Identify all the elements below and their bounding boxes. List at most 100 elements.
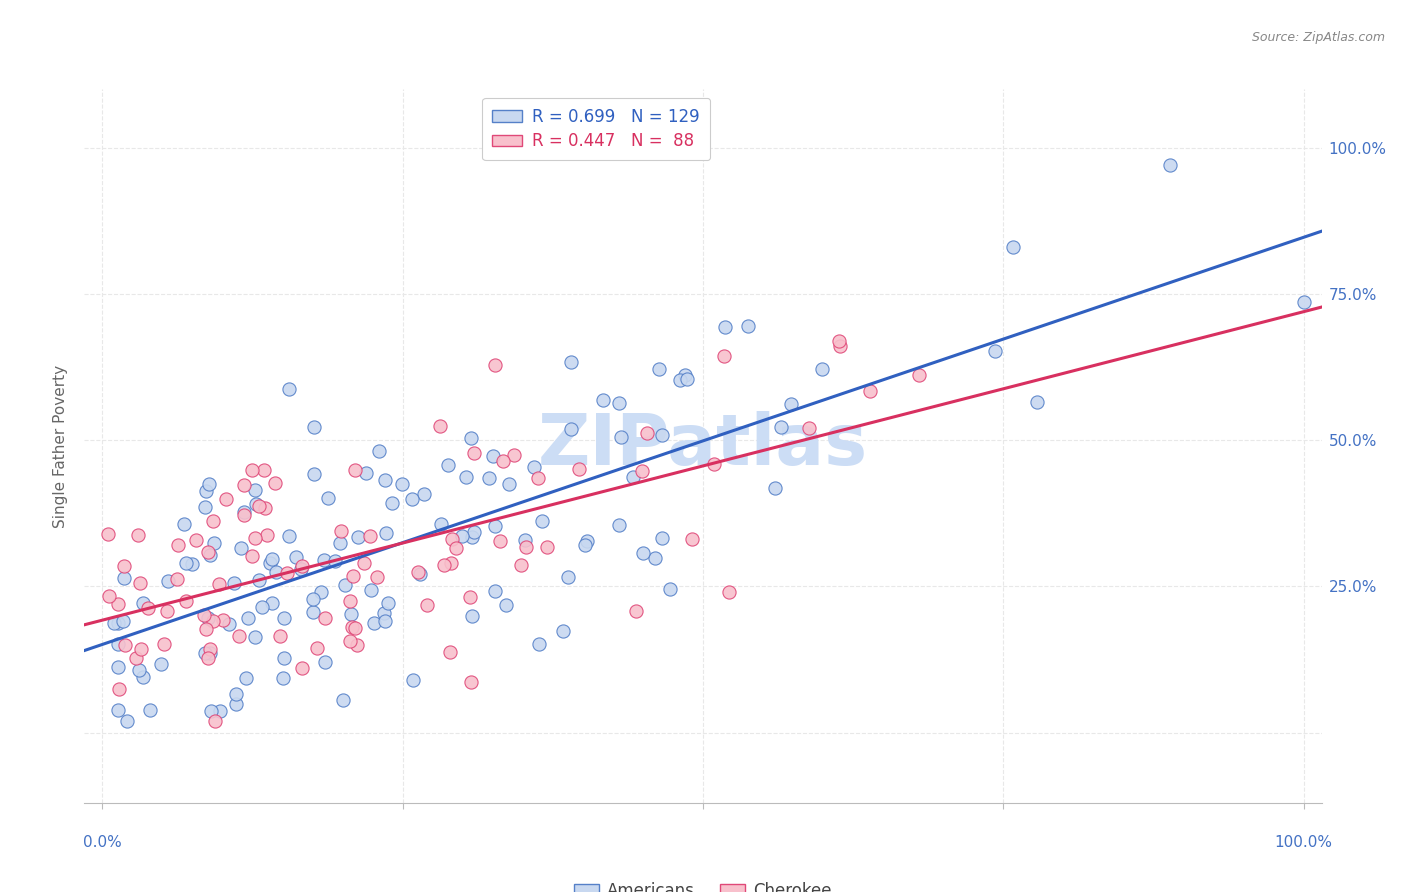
- Point: [610, 430, 633, 444]
- Point: [173, 517, 195, 532]
- Point: [482, 449, 505, 463]
- Point: [461, 530, 484, 544]
- Point: [330, 524, 353, 538]
- Point: [576, 533, 599, 548]
- Point: [676, 372, 699, 386]
- Point: [373, 606, 395, 620]
- Point: [402, 673, 425, 688]
- Point: [200, 704, 222, 718]
- Point: [377, 596, 399, 610]
- Point: [332, 693, 354, 707]
- Legend: Americans, Cherokee: Americans, Cherokee: [567, 875, 839, 892]
- Point: [828, 334, 851, 348]
- Point: [631, 546, 654, 560]
- Point: [340, 620, 363, 634]
- Point: [375, 525, 398, 540]
- Point: [409, 566, 432, 581]
- Point: [503, 448, 526, 462]
- Point: [495, 599, 517, 613]
- Point: [811, 362, 834, 376]
- Point: [908, 368, 931, 383]
- Point: [536, 540, 558, 554]
- Point: [197, 651, 219, 665]
- Point: [607, 396, 630, 410]
- Point: [273, 610, 295, 624]
- Point: [202, 615, 225, 629]
- Point: [202, 536, 225, 550]
- Point: [560, 355, 582, 369]
- Point: [444, 541, 467, 555]
- Point: [157, 574, 180, 588]
- Point: [211, 614, 233, 628]
- Point: [202, 514, 225, 528]
- Point: [314, 656, 336, 670]
- Point: [463, 524, 485, 539]
- Point: [208, 577, 231, 591]
- Point: [112, 571, 135, 585]
- Point: [430, 517, 453, 532]
- Point: [454, 470, 477, 484]
- Point: [644, 550, 666, 565]
- Point: [354, 466, 377, 480]
- Point: [621, 470, 644, 484]
- Point: [225, 687, 247, 701]
- Point: [368, 444, 391, 458]
- Point: [250, 599, 273, 614]
- Point: [107, 660, 129, 674]
- Point: [412, 487, 434, 501]
- Point: [651, 428, 673, 442]
- Point: [278, 529, 301, 543]
- Point: [1026, 394, 1049, 409]
- Point: [401, 491, 423, 506]
- Point: [156, 604, 179, 618]
- Point: [429, 418, 451, 433]
- Point: [651, 531, 673, 545]
- Point: [198, 641, 221, 656]
- Point: [560, 422, 582, 436]
- Point: [609, 518, 631, 533]
- Point: [228, 629, 250, 643]
- Point: [703, 457, 725, 471]
- Point: [526, 471, 548, 485]
- Point: [132, 596, 155, 610]
- Point: [194, 646, 217, 660]
- Point: [1159, 158, 1181, 172]
- Point: [780, 397, 803, 411]
- Point: [291, 661, 314, 675]
- Point: [1001, 240, 1024, 254]
- Point: [149, 657, 172, 671]
- Point: [713, 350, 735, 364]
- Point: [408, 565, 430, 579]
- Point: [166, 572, 188, 586]
- Point: [463, 446, 485, 460]
- Point: [112, 559, 135, 574]
- Point: [232, 508, 254, 522]
- Point: [339, 594, 361, 608]
- Point: [231, 541, 253, 556]
- Point: [245, 497, 267, 511]
- Point: [114, 638, 136, 652]
- Point: [353, 556, 375, 570]
- Point: [186, 533, 208, 547]
- Point: [240, 462, 263, 476]
- Point: [247, 500, 270, 514]
- Point: [636, 426, 658, 441]
- Point: [254, 501, 277, 516]
- Point: [478, 471, 501, 485]
- Point: [233, 505, 256, 519]
- Point: [259, 556, 281, 570]
- Point: [374, 614, 396, 628]
- Point: [301, 592, 323, 607]
- Point: [127, 528, 149, 542]
- Point: [240, 549, 263, 563]
- Point: [107, 598, 129, 612]
- Point: [391, 477, 413, 491]
- Point: [107, 615, 129, 630]
- Point: [515, 541, 537, 555]
- Point: [284, 549, 307, 564]
- Point: [624, 604, 647, 618]
- Point: [515, 533, 537, 548]
- Point: [1292, 295, 1315, 310]
- Point: [484, 358, 506, 372]
- Point: [592, 392, 614, 407]
